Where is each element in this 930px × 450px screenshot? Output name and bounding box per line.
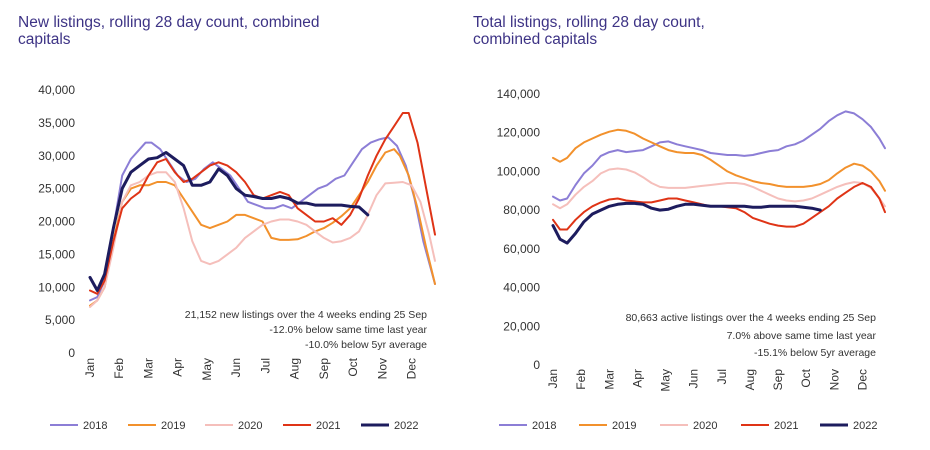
y-tick-label: 20,000: [503, 319, 540, 333]
y-tick-label: 10,000: [38, 280, 75, 294]
y-tick-label: 120,000: [497, 126, 541, 140]
series-line-2022: [551, 201, 822, 245]
x-tick-label: May: [200, 358, 214, 381]
y-tick-label: 60,000: [503, 242, 540, 256]
chart-2: Total listings, rolling 28 day count,com…: [473, 14, 886, 432]
legend: 2018 2019 2020 2021 2022: [50, 420, 418, 432]
x-tick-label: Jan: [83, 358, 97, 377]
series-line-2022: [88, 151, 370, 292]
x-tick-label: Mar: [141, 358, 155, 379]
y-tick-label: 0: [533, 358, 540, 372]
y-tick-label: 40,000: [503, 281, 540, 295]
annotation-text: -10.0% below 5yr average: [305, 339, 427, 351]
legend-label: 2018: [532, 420, 556, 432]
legend-label: 2019: [161, 420, 185, 432]
x-tick-label: Jul: [258, 358, 272, 373]
x-tick-label: Apr: [171, 358, 185, 377]
x-tick-label: Apr: [630, 369, 644, 388]
chart-title-line: New listings, rolling 28 day count, comb…: [18, 14, 320, 31]
y-tick-label: 100,000: [497, 164, 541, 178]
x-tick-label: Dec: [405, 358, 419, 379]
annotation-text: 80,663 active listings over the 4 weeks …: [626, 312, 877, 324]
x-tick-label: Jul: [715, 369, 729, 384]
series-line-2019: [552, 128, 886, 192]
x-tick-label: Oct: [346, 357, 360, 376]
x-tick-label: Nov: [827, 369, 841, 390]
x-tick-label: Aug: [288, 358, 302, 379]
x-tick-label: Nov: [375, 358, 389, 379]
chart-1: New listings, rolling 28 day count, comb…: [18, 14, 436, 432]
x-tick-label: Jan: [546, 369, 560, 388]
x-tick-label: Feb: [574, 369, 588, 390]
series-line-2018: [552, 110, 886, 202]
x-tick-label: Feb: [112, 358, 126, 379]
y-tick-label: 140,000: [497, 87, 541, 101]
series-line-2020: [552, 167, 886, 210]
series-line-2021: [89, 112, 436, 295]
chart-title-line: combined capitals: [473, 31, 597, 48]
y-tick-label: 15,000: [38, 247, 75, 261]
chart-title-line: capitals: [18, 31, 71, 48]
annotation-text: 21,152 new listings over the 4 weeks end…: [185, 309, 427, 321]
x-tick-label: Oct: [799, 368, 813, 387]
x-tick-label: Dec: [855, 369, 869, 390]
x-tick-label: Jun: [687, 369, 701, 388]
y-tick-label: 20,000: [38, 215, 75, 229]
y-tick-label: 40,000: [38, 83, 75, 97]
series-line-2018: [89, 136, 436, 302]
legend-label: 2021: [774, 420, 798, 432]
annotation-text: -12.0% below same time last year: [269, 324, 427, 336]
legend-label: 2018: [83, 420, 107, 432]
series-line-2020: [89, 171, 436, 308]
legend-label: 2022: [853, 420, 877, 432]
y-tick-label: 5,000: [45, 313, 75, 327]
legend-label: 2019: [612, 420, 636, 432]
annotation-text: -15.1% below 5yr average: [754, 347, 876, 359]
legend-label: 2020: [238, 420, 262, 432]
legend-label: 2022: [394, 420, 418, 432]
legend: 2018 2019 2020 2021 2022: [499, 420, 877, 432]
x-tick-label: Mar: [602, 369, 616, 390]
x-tick-label: Jun: [229, 358, 243, 377]
x-tick-label: Aug: [743, 369, 757, 390]
y-tick-label: 25,000: [38, 182, 75, 196]
y-tick-label: 30,000: [38, 149, 75, 163]
series-line-2019: [89, 148, 436, 307]
legend-label: 2021: [316, 420, 340, 432]
x-tick-label: Sep: [771, 369, 785, 391]
y-tick-label: 80,000: [503, 203, 540, 217]
chart-title-line: Total listings, rolling 28 day count,: [473, 14, 705, 31]
y-tick-label: 0: [68, 346, 75, 360]
x-tick-label: Sep: [317, 358, 331, 380]
legend-label: 2020: [693, 420, 717, 432]
y-tick-label: 35,000: [38, 116, 75, 130]
annotation-text: 7.0% above same time last year: [727, 330, 877, 342]
x-tick-label: May: [659, 369, 673, 392]
